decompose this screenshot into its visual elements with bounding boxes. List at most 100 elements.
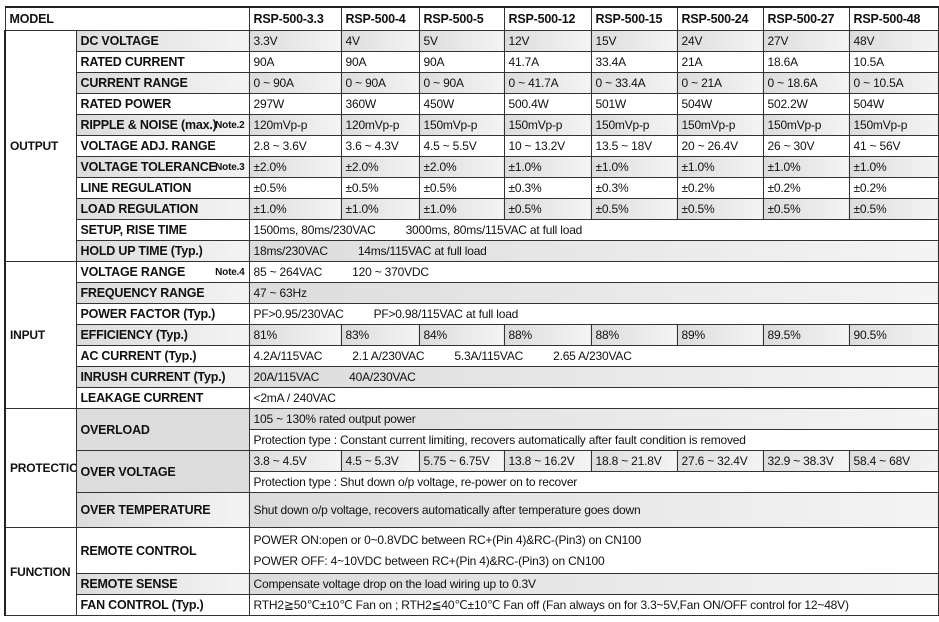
value-cell: 504W <box>676 93 764 115</box>
value-cell: 150mVp-p <box>762 114 850 136</box>
row-label: RATED CURRENT <box>75 51 250 73</box>
value-cell: 58.4 ~ 68V <box>848 450 939 472</box>
section-label: INPUT <box>4 261 77 409</box>
row-label: HOLD UP TIME (Typ.) <box>75 240 250 262</box>
value-part: PF>0.98/115VAC at full load <box>373 307 519 321</box>
row-label-text: DC VOLTAGE <box>80 34 159 48</box>
value-lines: POWER ON:open or 0~0.8VDC between RC+(Pi… <box>248 527 939 574</box>
model-name: RSP-500-4 <box>340 6 420 31</box>
value-cell: ±1.0% <box>340 198 420 220</box>
value-cell: ±2.0% <box>340 156 420 178</box>
value-cell: 83% <box>340 324 420 346</box>
value-span: Compensate voltage drop on the load wiri… <box>248 573 939 595</box>
value-part: 20A/115VAC <box>253 370 320 384</box>
table-row: OVER VOLTAGE 3.8 ~ 4.5V 4.5 ~ 5.3V 5.75 ~ 6… <box>5 450 939 493</box>
value-cell: ±2.0% <box>418 156 505 178</box>
value-cell: 4.5 ~ 5.5V <box>418 135 505 157</box>
value-cell: ±0.2% <box>848 177 939 199</box>
row-label: OVER VOLTAGE <box>75 450 250 493</box>
table-row: LINE REGULATION ±0.5% ±0.5% ±0.5% ±0.3% ±0.3%… <box>5 177 939 199</box>
row-label: FREQUENCY RANGE <box>75 282 250 304</box>
row-label-text: HOLD UP TIME (Typ.) <box>80 244 203 258</box>
table-row: OVER TEMPERATURE Shut down o/p voltage, r… <box>5 492 939 528</box>
header-row: MODEL RSP-500-3.3 RSP-500-4 RSP-500-5 RSP-50… <box>4 6 939 31</box>
value-cell: 5V <box>418 30 505 52</box>
value-cell: 4.5 ~ 5.3V <box>340 450 420 472</box>
row-label-text: FREQUENCY RANGE <box>80 286 205 300</box>
value-part: Shut down o/p voltage, recovers automati… <box>253 503 641 517</box>
value-cell: ±0.5% <box>248 177 342 199</box>
section-label: FUNCTION <box>4 527 77 616</box>
row-label: OVERLOAD <box>75 408 250 451</box>
row-label: Note.3 VOLTAGE TOLERANCE <box>75 156 250 178</box>
value-cell: 0 ~ 90A <box>248 72 342 94</box>
value-span: 20A/115VAC 40A/230VAC <box>248 366 939 388</box>
note-ref: Note.4 <box>215 267 245 278</box>
row-label: CURRENT RANGE <box>75 72 250 94</box>
value-cell: 120mVp-p <box>248 114 342 136</box>
value-part: RTH2≧50℃±10℃ Fan on ; RTH2≦40℃±10℃ Fan o… <box>253 598 849 612</box>
value-cell: ±1.0% <box>676 156 764 178</box>
value-cell: 88% <box>590 324 678 346</box>
value-cell: 90A <box>418 51 505 73</box>
value-span: Shut down o/p voltage, recovers automati… <box>248 492 939 528</box>
row-label: EFFICIENCY (Typ.) <box>75 324 250 346</box>
row-label-text: POWER FACTOR (Typ.) <box>80 307 216 321</box>
value-cell: 360W <box>340 93 420 115</box>
model-name: RSP-500-48 <box>848 6 939 31</box>
value-cell: ±2.0% <box>248 156 342 178</box>
value-cell: 501W <box>590 93 678 115</box>
row-label-text: OVERLOAD <box>80 422 150 437</box>
row-label: LOAD REGULATION <box>75 198 250 220</box>
row-label-text: RATED CURRENT <box>80 55 185 69</box>
value-cell: 88% <box>503 324 592 346</box>
row-label: POWER FACTOR (Typ.) <box>75 303 250 325</box>
table-row: RATED POWER 297W 360W 450W 500.4W 501W 504W 502… <box>5 93 939 115</box>
value-cell: 84% <box>418 324 505 346</box>
value-cell: 20 ~ 26.4V <box>676 135 764 157</box>
value-cell: 27.6 ~ 32.4V <box>676 450 764 472</box>
value-cell: 89.5% <box>762 324 850 346</box>
table-row: FAN CONTROL (Typ.) RTH2≧50℃±10℃ Fan on ; … <box>5 594 939 616</box>
model-name: RSP-500-5 <box>418 6 505 31</box>
value-cell: 150mVp-p <box>503 114 592 136</box>
value-span: Protection type : Constant current limit… <box>248 429 939 451</box>
value-cell: ±0.5% <box>503 198 592 220</box>
value-cell: 504W <box>848 93 939 115</box>
row-label: LEAKAGE CURRENT <box>75 387 250 409</box>
value-line: POWER OFF: 4~10VDC between RC+(Pin 4)&RC… <box>253 553 605 568</box>
value-span: <2mA / 240VAC <box>248 387 939 409</box>
value-cell: ±0.5% <box>418 177 505 199</box>
value-part: PF>0.95/230VAC <box>253 307 344 321</box>
value-part: 85 ~ 264VAC <box>253 265 323 279</box>
value-cell: 24V <box>676 30 764 52</box>
row-label-text: CURRENT RANGE <box>80 76 188 90</box>
row-label-text: RATED POWER <box>80 97 172 111</box>
value-span: PF>0.95/230VAC PF>0.98/115VAC at full loa… <box>248 303 939 325</box>
value-cell: 27V <box>762 30 850 52</box>
table-row: FUNCTION REMOTE CONTROL POWER ON:open or 0… <box>4 527 939 616</box>
value-cell: 0 ~ 90A <box>418 72 505 94</box>
value-cell: 0 ~ 21A <box>676 72 764 94</box>
value-cell: ±0.2% <box>762 177 850 199</box>
value-cell: 450W <box>418 93 505 115</box>
value-cell: 32.9 ~ 38.3V <box>762 450 850 472</box>
value-part: Protection type : Shut down o/p voltage,… <box>253 475 578 489</box>
value-cell: 10.5A <box>848 51 939 73</box>
model-header: MODEL <box>4 6 250 31</box>
value-part: 40A/230VAC <box>349 370 416 384</box>
value-cell: 10 ~ 13.2V <box>503 135 592 157</box>
model-name: RSP-500-12 <box>503 6 592 31</box>
value-span: 47 ~ 63Hz <box>248 282 939 304</box>
row-label: Note.4 VOLTAGE RANGE <box>75 261 250 283</box>
value-cell: 90A <box>248 51 342 73</box>
row-label-text: VOLTAGE RANGE <box>80 265 186 279</box>
row-label-text: REMOTE CONTROL <box>80 543 197 558</box>
note-ref: Note.2 <box>215 120 245 131</box>
row-label: LINE REGULATION <box>75 177 250 199</box>
row-label-text: VOLTAGE ADJ. RANGE <box>80 139 216 153</box>
table-row: AC CURRENT (Typ.) 4.2A/115VAC 2.1 A/230VAC… <box>5 345 939 367</box>
value-cell: ±0.5% <box>340 177 420 199</box>
value-cell: 297W <box>248 93 342 115</box>
value-cell: ±1.0% <box>418 198 505 220</box>
